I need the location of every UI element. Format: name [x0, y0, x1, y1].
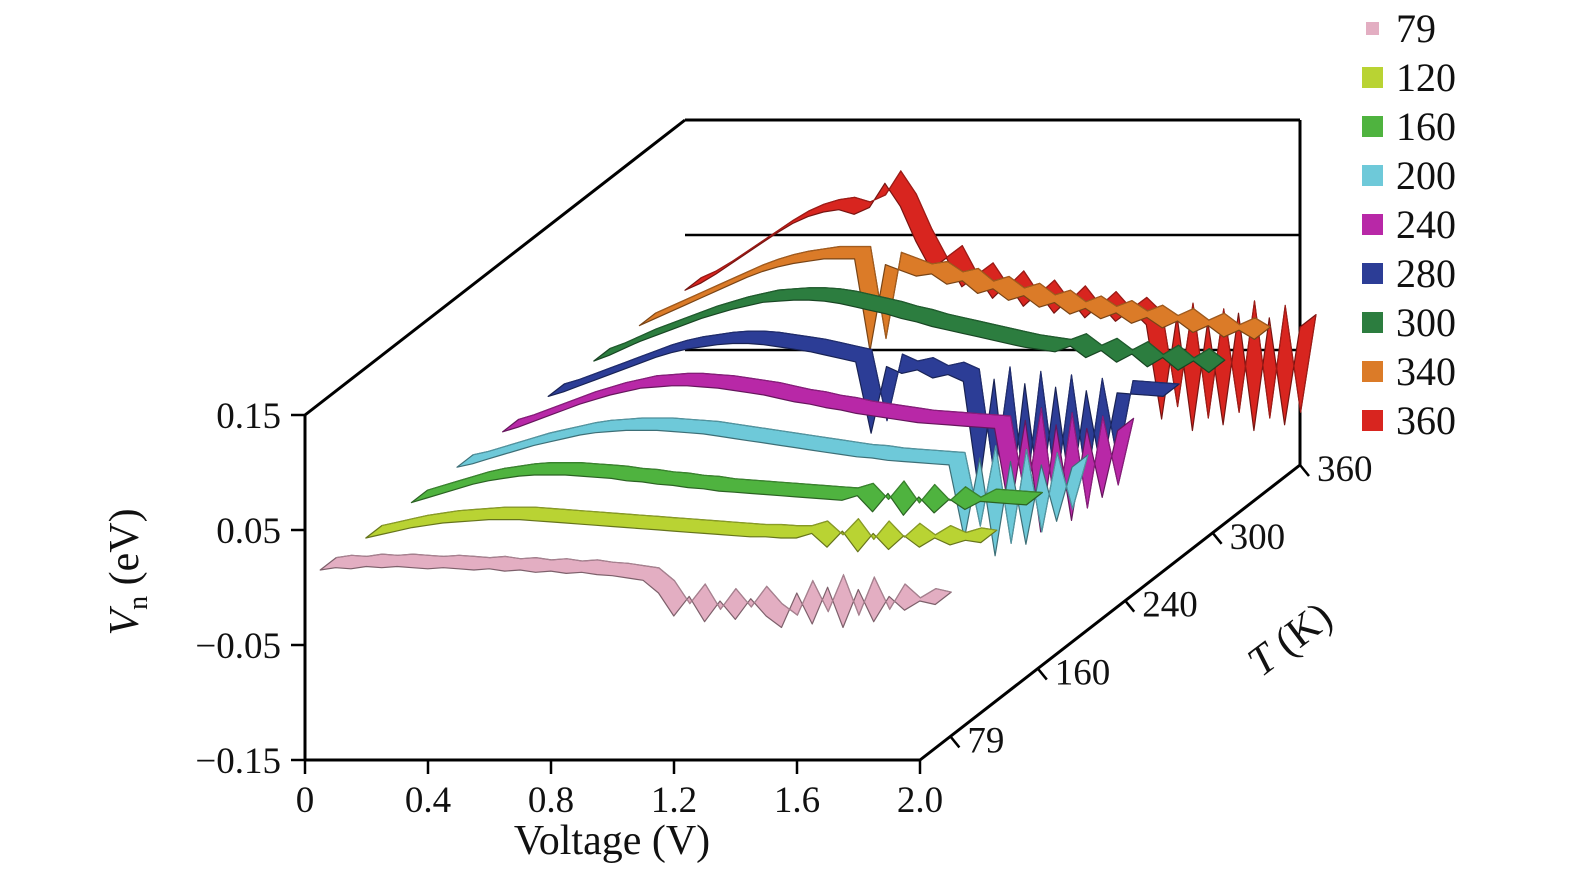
series-ribbon-edge-79K — [336, 553, 952, 617]
legend-item: 340 — [1362, 351, 1456, 392]
axis-z-line — [919, 463, 1301, 762]
legend-item: 240 — [1362, 204, 1456, 245]
z-tick — [949, 735, 961, 749]
x-tick-label: 2.0 — [897, 780, 943, 821]
x-tick-label: 1.6 — [774, 780, 820, 821]
z-tick-label: 360 — [1317, 449, 1373, 490]
legend-swatch — [1362, 165, 1383, 186]
legend-swatch — [1362, 67, 1383, 88]
legend-item: 360 — [1362, 400, 1456, 441]
legend-item-label: 120 — [1396, 54, 1456, 100]
legend-item-label: 300 — [1396, 299, 1456, 345]
y-axis-title: Vn (eV) — [102, 508, 154, 635]
legend-item: 280 — [1362, 253, 1456, 294]
legend-item: 300 — [1362, 302, 1456, 343]
legend-swatch — [1362, 214, 1383, 235]
legend: 79 120 160 200 240 280 300 340 360 — [1362, 8, 1456, 441]
x-tick-label: 1.2 — [651, 780, 697, 821]
legend-swatch — [1362, 410, 1383, 431]
legend-swatch — [1366, 22, 1379, 35]
z-tick — [1036, 667, 1048, 681]
legend-swatch — [1362, 361, 1383, 382]
y-tick-label: 0.15 — [216, 396, 281, 437]
legend-item-label: 79 — [1396, 5, 1436, 51]
legend-swatch — [1362, 312, 1383, 333]
z-tick-label: 160 — [1055, 653, 1111, 694]
z-axis-title: T (K) — [1240, 594, 1341, 686]
box-edge-top-left — [304, 118, 686, 417]
legend-item-label: 280 — [1396, 250, 1456, 296]
legend-swatch — [1362, 116, 1383, 137]
legend-item: 200 — [1362, 155, 1456, 196]
legend-item-label: 340 — [1396, 348, 1456, 394]
z-tick-label: 300 — [1230, 517, 1286, 558]
z-tick-label: 79 — [967, 720, 1004, 761]
legend-item: 120 — [1362, 57, 1456, 98]
legend-item: 79 — [1362, 8, 1456, 49]
series-ribbon-79K — [319, 553, 952, 629]
legend-item-label: 240 — [1396, 201, 1456, 247]
legend-item-label: 200 — [1396, 152, 1456, 198]
legend-item: 160 — [1362, 106, 1456, 147]
z-tick-label: 240 — [1142, 585, 1198, 626]
series-ribbon-edge-340K — [655, 246, 1271, 339]
series-ribbon-edge-280K — [564, 330, 1180, 502]
x-tick-label: 0.8 — [528, 780, 574, 821]
x-tick-label: 0.4 — [405, 780, 451, 821]
y-tick-label: −0.05 — [195, 626, 281, 667]
z-tick — [1299, 464, 1310, 477]
y-tick-label: −0.15 — [195, 741, 281, 782]
legend-swatch — [1362, 263, 1383, 284]
y-tick-label: 0.05 — [216, 511, 281, 552]
series-ribbon-edge-160K — [427, 462, 1043, 504]
x-tick-label: 0 — [296, 780, 315, 821]
legend-item-label: 360 — [1396, 397, 1456, 443]
z-tick — [1211, 532, 1223, 545]
series-ribbon-edge-120K — [381, 506, 997, 541]
legend-item-label: 160 — [1396, 103, 1456, 149]
x-axis-title: Voltage (V) — [513, 818, 711, 864]
z-tick — [1124, 599, 1136, 613]
series-ribbon-edge-300K — [609, 287, 1226, 361]
